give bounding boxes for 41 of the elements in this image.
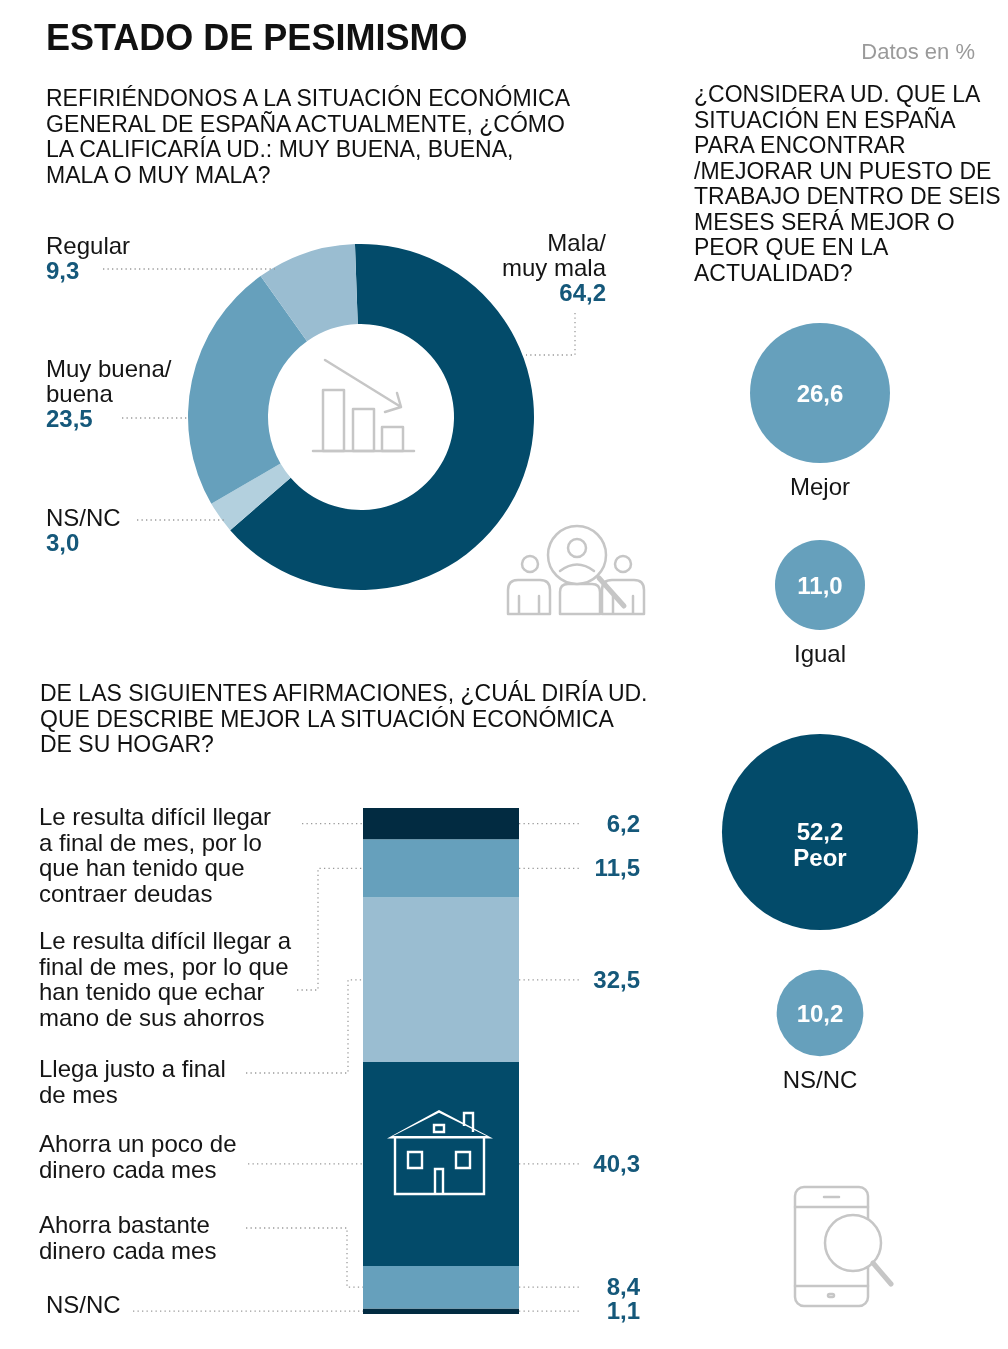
slice-label: Regular [46, 232, 131, 259]
data-label: 26,6 [796, 380, 844, 407]
data-label: 40,3 [593, 1149, 640, 1177]
chart-title: ESTADO DE PESIMISMO [46, 17, 468, 58]
data-label: 9,3 [46, 257, 80, 284]
data-label: 32,5 [593, 965, 640, 993]
bar [363, 1308, 519, 1314]
category-label: Muy buena/buena [46, 355, 172, 407]
text: Ahorra bastante dinero cada mes [39, 1211, 218, 1264]
data-label: 64,2 [558, 279, 606, 306]
data-label: 52,2 [796, 818, 844, 845]
bar [363, 1265, 519, 1309]
data-label: 6,2 [606, 809, 640, 837]
category-label: Igual [793, 640, 847, 668]
text: NS/NC [46, 1291, 122, 1318]
donut-slice [211, 463, 291, 531]
text: Llega justo a final de mes [39, 1055, 227, 1108]
text: ¿CONSIDERA UD. QUE LA SITUACIÓN EN ESPAÑA PARA ENCONTRAR /MEJORAR UN PUESTO DE TRABAJO DENTRO DE SEIS MESES SERÁ MEJOR O PEOR QUE EN LA ACTUALIDAD? [694, 81, 1002, 286]
bar [363, 1062, 519, 1266]
data-label: 8,4 [606, 1273, 641, 1301]
data-label: 11,5 [594, 854, 640, 882]
donut-slice [188, 276, 308, 504]
text: Datos en % [861, 39, 975, 65]
text: Le resulta difícil llegar a final de mes, por lo que han tenido que contraer deudas [39, 803, 273, 907]
text: Ahorra un poco de dinero cada mes [39, 1130, 238, 1183]
data-label: 10,2 [796, 1000, 844, 1027]
text: Le resulta difícil llegar a final de mes, por lo que han tenido que echar mano de sus ahorros [39, 927, 293, 1031]
bar [363, 897, 519, 1063]
category-label: Peor [793, 844, 847, 871]
category-label: NS/NC [782, 1066, 858, 1094]
chart-title: DE LAS SIGUIENTES AFIRMACIONES, ¿CUÁL DIRÍA UD. QUE DESCRIBE MEJOR LA SITUACIÓN ECONÓMICA DE SU HOGAR? [40, 680, 649, 758]
data-label: 11,0 [797, 572, 843, 599]
category-label: Mejor [789, 472, 851, 500]
chart-subtitle: REFIRIÉNDONOS A LA SITUACIÓN ECONÓMICA GENERAL DE ESPAÑA ACTUALMENTE, ¿CÓMO LA CALIFICARÍA UD.: MUY BUENA, BUENA, MALA O MUY MALA? [46, 85, 571, 188]
data-label: 23,5 [46, 405, 94, 432]
bar [363, 808, 519, 840]
donut-slice [260, 244, 358, 342]
data-label: 3,0 [46, 529, 81, 556]
bar [363, 839, 519, 898]
slice-label: Mala/muy mala [501, 229, 606, 281]
slice-label: NS/NC [46, 504, 121, 531]
